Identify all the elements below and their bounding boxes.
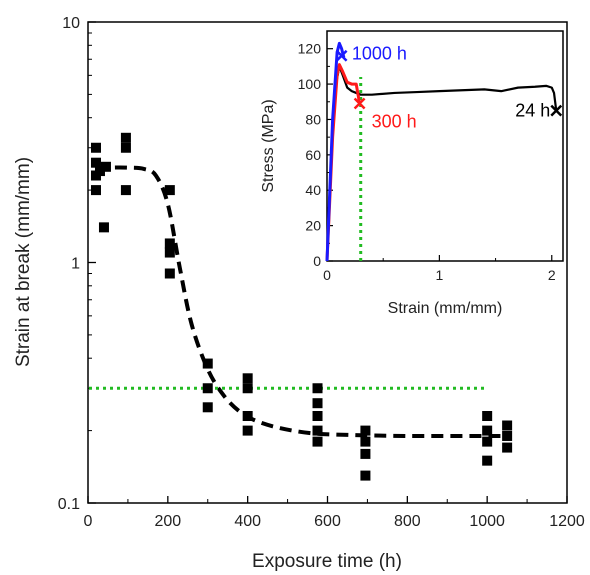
- data-point: [242, 425, 253, 436]
- inset-break-markers: [335, 49, 563, 117]
- data-point: [90, 157, 101, 168]
- data-point: [242, 383, 253, 394]
- data-point: [164, 268, 175, 279]
- inset-series-labels: 1000 h 300 h 24 h: [352, 44, 550, 132]
- data-point: [312, 436, 323, 447]
- inset-y-tick-label: 80: [305, 111, 321, 127]
- inset-series-label: 24 h: [515, 101, 550, 121]
- data-point: [164, 185, 175, 196]
- data-point: [90, 185, 101, 196]
- main-x-tick-label: 0: [84, 513, 93, 530]
- inset-series-label: 300 h: [372, 112, 417, 132]
- data-point: [312, 383, 323, 394]
- inset-x-axis-label: Strain (mm/mm): [388, 300, 503, 317]
- main-y-axis-label: Strain at break (mm/mm): [13, 157, 34, 367]
- main-x-tick-label: 800: [394, 513, 421, 530]
- inset-break-marker: [335, 49, 348, 62]
- data-point: [482, 425, 493, 436]
- inset-plot-frame: [326, 30, 564, 262]
- inset-break-marker: [550, 104, 563, 117]
- data-point: [202, 358, 213, 369]
- data-point: [164, 247, 175, 258]
- data-point: [502, 442, 513, 453]
- main-x-tick-label: 200: [154, 513, 181, 530]
- data-point: [94, 166, 105, 177]
- main-y-tick-label: 0.1: [58, 496, 80, 513]
- main-x-tick-label: 600: [314, 513, 341, 530]
- data-point: [482, 411, 493, 422]
- main-y-tick-label: 1: [71, 256, 80, 273]
- data-point: [360, 470, 371, 481]
- data-point: [202, 402, 213, 413]
- inset-y-tick-label: 40: [305, 182, 321, 198]
- data-point: [482, 436, 493, 447]
- data-point: [120, 132, 131, 143]
- inset-y-tick-label: 100: [298, 76, 322, 92]
- main-x-axis-label: Exposure time (h): [252, 551, 402, 572]
- inset-y-tick-label: 120: [298, 41, 322, 57]
- data-point: [242, 411, 253, 422]
- data-point: [98, 222, 109, 233]
- main-x-tick-label: 1000: [469, 513, 505, 530]
- data-point: [312, 411, 323, 422]
- inset-y-tick-label: 60: [305, 147, 321, 163]
- inset-y-axis-label: Stress (MPa): [260, 99, 277, 192]
- data-point: [360, 436, 371, 447]
- data-point: [164, 238, 175, 249]
- main-y-tick-label: 10: [62, 15, 80, 32]
- data-point: [482, 455, 493, 466]
- data-point: [312, 398, 323, 409]
- inset-series-line: [325, 41, 346, 262]
- inset-background: [327, 31, 563, 261]
- data-point: [242, 373, 253, 384]
- inset-break-marker: [353, 97, 366, 110]
- main-fit-curve: [95, 165, 508, 439]
- inset-x-tick-label: 2: [548, 267, 556, 283]
- data-point: [90, 142, 101, 153]
- inset-series-label: 1000 h: [352, 44, 407, 64]
- data-point: [202, 383, 213, 394]
- inset-x-tick-label: 1: [435, 267, 443, 283]
- data-point: [360, 448, 371, 459]
- main-x-tick-label: 1200: [549, 513, 585, 530]
- data-point: [120, 185, 131, 196]
- data-point: [502, 420, 513, 431]
- data-point: [360, 425, 371, 436]
- data-point: [100, 161, 111, 172]
- inset-y-tick-label: 20: [305, 218, 321, 234]
- data-point: [502, 430, 513, 441]
- main-x-tick-label: 400: [234, 513, 261, 530]
- inset-x-tick-label: 0: [323, 267, 331, 283]
- data-point: [312, 425, 323, 436]
- main-data-points: [90, 132, 513, 481]
- data-point: [120, 142, 131, 153]
- inset-series: [325, 41, 558, 262]
- inset-y-tick-label: 0: [313, 253, 321, 269]
